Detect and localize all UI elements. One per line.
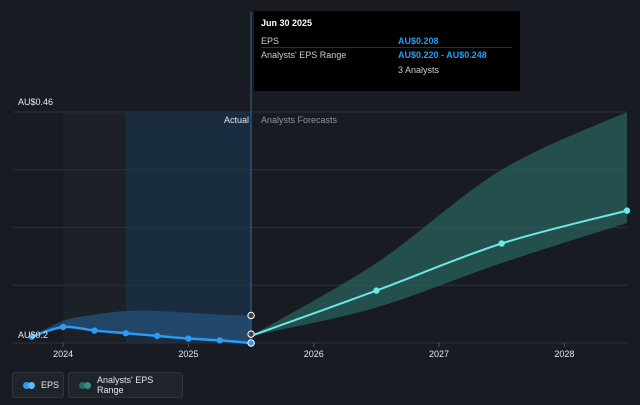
x-tick-label: 2026 (304, 349, 324, 359)
x-tick-label: 2028 (554, 349, 574, 359)
forecast-section-label: Analysts Forecasts (261, 115, 338, 125)
tooltip: Jun 30 2025 EPS AU$0.208 Analysts' EPS R… (254, 11, 520, 91)
tooltip-range-value: AU$0.220 - AU$0.248 (398, 49, 487, 60)
tooltip-row-eps: EPS AU$0.208 (261, 34, 512, 47)
y-tick-label-top: AU$0.46 (18, 97, 53, 107)
eps-legend-icon (23, 381, 35, 389)
legend-range-label: Analysts' EPS Range (97, 375, 154, 395)
tooltip-range-label: Analysts' EPS Range (261, 49, 347, 60)
forecast-eps-line (250, 209, 628, 337)
tooltip-eps-label: EPS (261, 35, 280, 46)
eps-point (153, 332, 161, 340)
forecast-point (623, 207, 631, 214)
eps-point (185, 335, 192, 342)
forecast-point (498, 240, 505, 247)
eps-point (59, 323, 67, 331)
legend-eps-label: EPS (41, 380, 60, 390)
actual-section-label: Actual (224, 115, 249, 125)
x-tick-label: 2024 (53, 349, 73, 359)
highlight-point (247, 311, 255, 320)
eps-point (216, 337, 223, 344)
highlight-point (247, 330, 255, 338)
forecast-eps-range-band (251, 112, 627, 336)
tooltip-row-range: Analysts' EPS Range AU$0.220 - AU$0.248 (261, 47, 512, 61)
legend-item-eps[interactable]: EPS (12, 372, 64, 398)
x-tick-label: 2027 (429, 349, 449, 359)
forecast-point (373, 287, 380, 294)
highlight-point (247, 339, 255, 347)
range-legend-icon (79, 381, 91, 389)
eps-point (28, 333, 35, 340)
tooltip-date: Jun 30 2025 (261, 18, 313, 28)
past-eps-range-band (31, 310, 252, 343)
eps-point (91, 327, 98, 334)
tooltip-analysts-count: 3 Analysts (398, 65, 440, 75)
x-tick-label: 2025 (178, 349, 198, 359)
eps-point (122, 330, 129, 337)
tooltip-eps-value: AU$0.208 (398, 35, 439, 46)
legend-item-eps-range[interactable]: Analysts' EPS Range (68, 372, 183, 398)
y-tick-label-bottom: AU$0.2 (18, 330, 48, 340)
